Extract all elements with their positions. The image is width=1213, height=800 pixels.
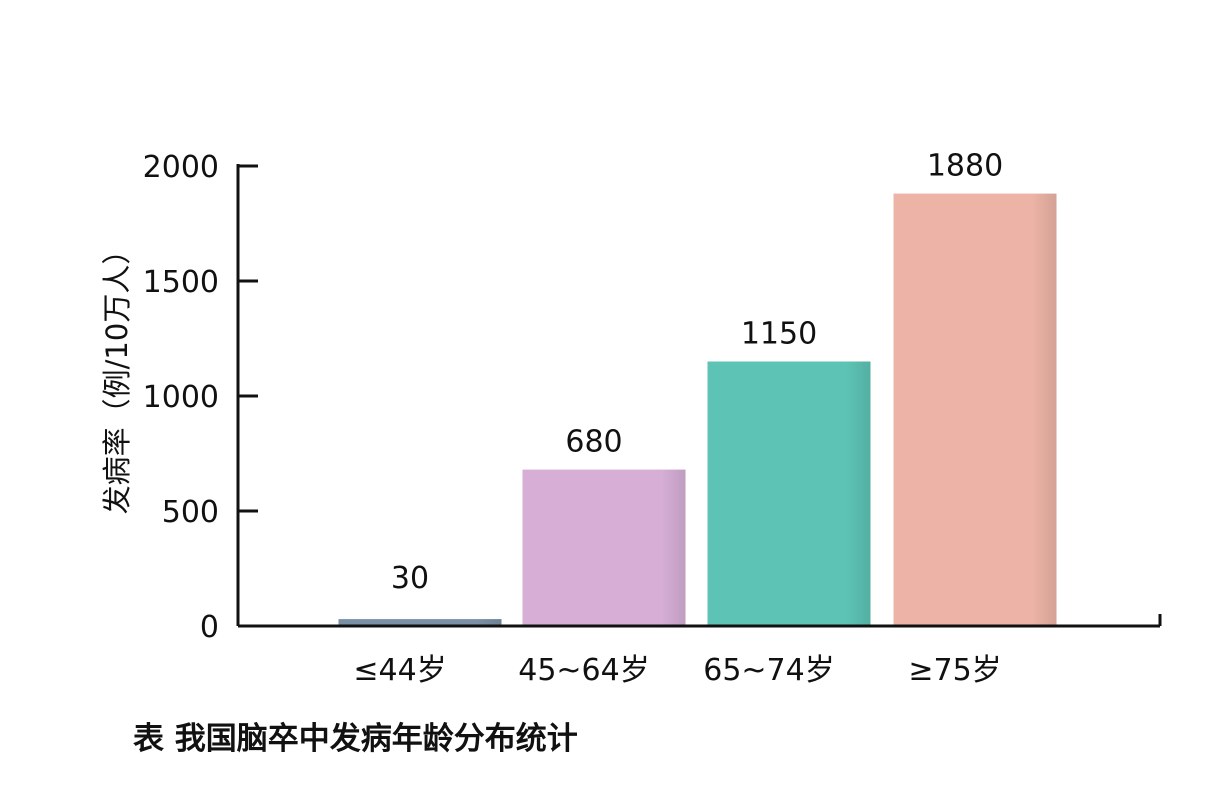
x-tick-label-3: 65~74岁 xyxy=(703,653,834,688)
data-label-1: 30 xyxy=(391,561,429,596)
bar-shade-3 xyxy=(707,361,871,626)
labels-layer: 0 500 1000 1500 2000 30 680 1150 1880 ≤44岁 45~64岁 6… xyxy=(143,149,1004,688)
y-axis-label: 发病率（例/10万人） xyxy=(100,236,134,515)
data-label-4: 1880 xyxy=(927,149,1003,184)
data-label-2: 680 xyxy=(565,425,622,460)
bar-shade-4 xyxy=(893,193,1057,626)
chart-caption: 表 我国脑卒中发病年龄分布统计 xyxy=(133,721,578,757)
y-tick-label-1000: 1000 xyxy=(143,380,219,415)
bar-shade-1 xyxy=(338,619,502,626)
y-tick-label-500: 500 xyxy=(162,495,219,530)
bars-layer xyxy=(338,193,1057,626)
x-tick-label-1: ≤44岁 xyxy=(353,653,446,688)
bar-chart: 0 500 1000 1500 2000 30 680 1150 1880 ≤44岁 45~64岁 6… xyxy=(100,149,1162,688)
x-tick-label-2: 45~64岁 xyxy=(518,653,649,688)
y-tick-label-1500: 1500 xyxy=(143,265,219,300)
y-tick-label-0: 0 xyxy=(200,610,219,645)
y-tick-label-2000: 2000 xyxy=(143,150,219,185)
bar-shade-2 xyxy=(522,469,686,626)
x-tick-label-4: ≥75岁 xyxy=(908,653,1001,688)
axes-layer xyxy=(236,164,1162,628)
data-label-3: 1150 xyxy=(741,317,817,352)
